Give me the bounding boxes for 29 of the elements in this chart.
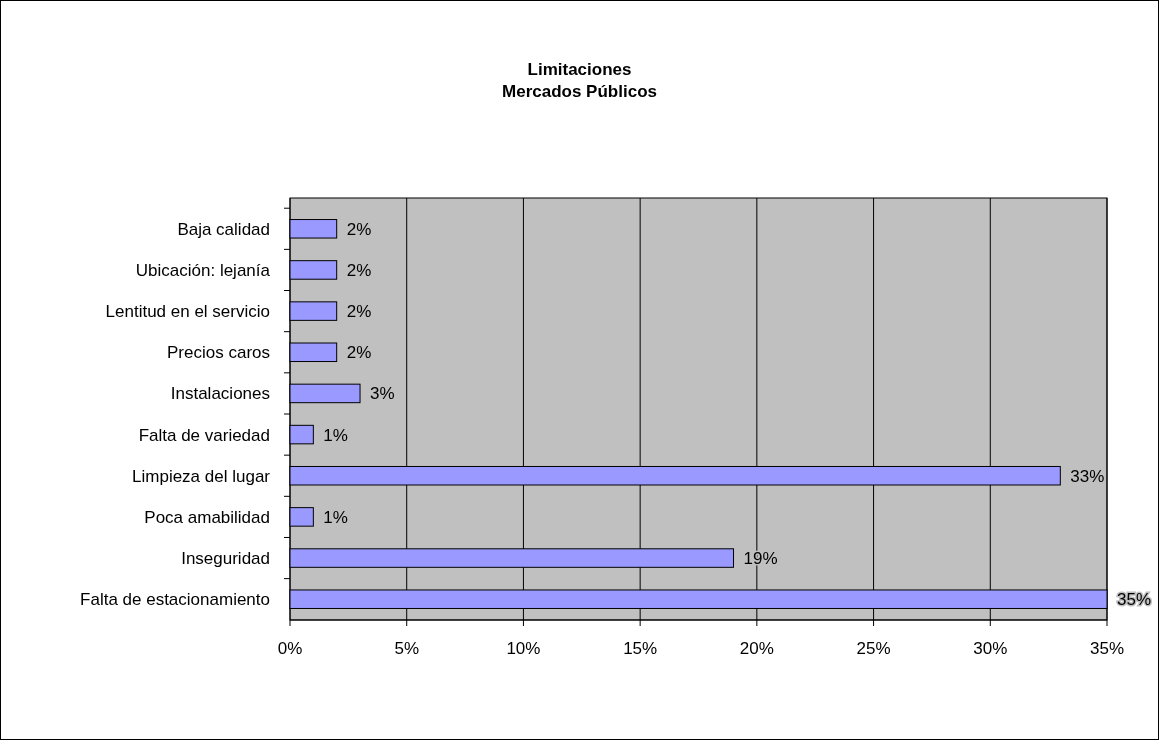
data-label: 35% <box>1117 590 1152 610</box>
y-tick-label: Baja calidad <box>177 219 270 239</box>
chart-subtitle: Mercados Públicos <box>502 82 657 101</box>
data-label: 2% <box>346 343 372 363</box>
data-label: 33% <box>1070 466 1105 486</box>
x-tick-label: 30% <box>973 639 1008 658</box>
y-tick-label: Inseguridad <box>181 549 270 569</box>
chart-title: Limitaciones <box>527 60 632 79</box>
y-tick-label: Ubicación: lejanía <box>135 260 271 280</box>
y-tick-label: Instalaciones <box>170 384 270 404</box>
x-tick-label: 5% <box>394 639 419 658</box>
data-label: 1% <box>323 507 348 527</box>
y-tick-label: Precios caros <box>167 343 270 363</box>
y-tick-label: Falta de estacionamiento <box>80 590 270 610</box>
x-tick-label: 35% <box>1089 639 1125 658</box>
y-tick-label: Falta de variedad <box>138 425 270 445</box>
x-tick-label: 10% <box>506 639 541 658</box>
data-label: 2% <box>346 302 372 322</box>
x-tick-label: 25% <box>856 639 891 658</box>
data-label: 2% <box>346 219 372 239</box>
y-tick-label: Lentitud en el servicio <box>105 302 270 322</box>
data-label: 2% <box>346 260 372 280</box>
x-tick-label: 0% <box>277 639 303 658</box>
y-tick-label: Poca amabilidad <box>144 507 270 527</box>
data-label: 1% <box>323 425 348 445</box>
data-label: 3% <box>370 384 395 404</box>
x-tick-label: 20% <box>739 639 774 658</box>
x-tick-label: 15% <box>623 639 658 658</box>
y-tick-label: Limpieza del lugar <box>132 466 271 486</box>
